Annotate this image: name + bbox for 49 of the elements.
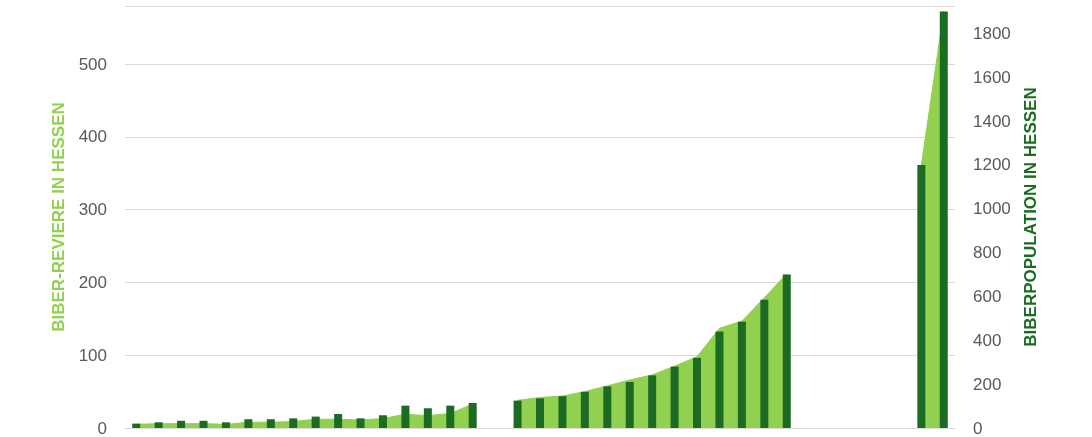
y-tick-label: 500 — [78, 54, 107, 74]
bar — [648, 375, 657, 428]
bar — [580, 391, 589, 428]
bar — [715, 331, 724, 428]
bar — [468, 403, 477, 428]
y2-tick-label: 1400 — [973, 111, 1011, 131]
bar — [132, 423, 141, 428]
bar — [782, 274, 791, 428]
bar — [401, 405, 410, 428]
y-tick-label: 200 — [78, 272, 107, 292]
bar — [199, 420, 208, 428]
y2-tick-label: 400 — [973, 330, 1002, 350]
bar — [760, 299, 769, 428]
bar — [446, 405, 455, 428]
bar — [670, 366, 679, 428]
y2-tick-label: 0 — [973, 418, 983, 437]
bar — [356, 418, 365, 428]
bar — [917, 164, 926, 428]
bar — [378, 415, 387, 428]
y2-tick-label: 600 — [973, 286, 1002, 306]
bar — [513, 400, 522, 428]
bar — [536, 398, 544, 428]
y2-tick-label: 800 — [973, 243, 1002, 263]
y-tick-label: 0 — [97, 418, 107, 437]
bar — [311, 416, 320, 428]
y2-tick-label: 1200 — [973, 155, 1011, 175]
bar — [558, 396, 567, 428]
bar — [423, 408, 432, 428]
y2-axis-title: BIBERPOPULATION IN HESSEN — [1020, 87, 1040, 347]
y-axis-title: BIBER-REVIERE IN HESSEN — [49, 102, 68, 332]
y-tick-label: 300 — [78, 200, 107, 220]
bar — [603, 386, 612, 428]
y2-tick-label: 1600 — [973, 67, 1011, 87]
bar — [737, 321, 746, 428]
y2-tick-label: 1800 — [973, 23, 1011, 43]
bar — [177, 420, 186, 428]
bar — [939, 11, 948, 428]
bar — [693, 357, 702, 428]
y2-tick-label: 200 — [973, 374, 1002, 394]
bar — [625, 381, 634, 428]
y2-tick-label: 1000 — [973, 199, 1011, 219]
bar — [334, 413, 343, 428]
bar — [244, 419, 253, 428]
bar — [154, 422, 163, 428]
y-tick-label: 400 — [78, 127, 107, 147]
bar — [289, 418, 298, 428]
bar — [266, 419, 275, 428]
y-tick-label: 100 — [78, 345, 107, 365]
bar — [221, 422, 230, 428]
